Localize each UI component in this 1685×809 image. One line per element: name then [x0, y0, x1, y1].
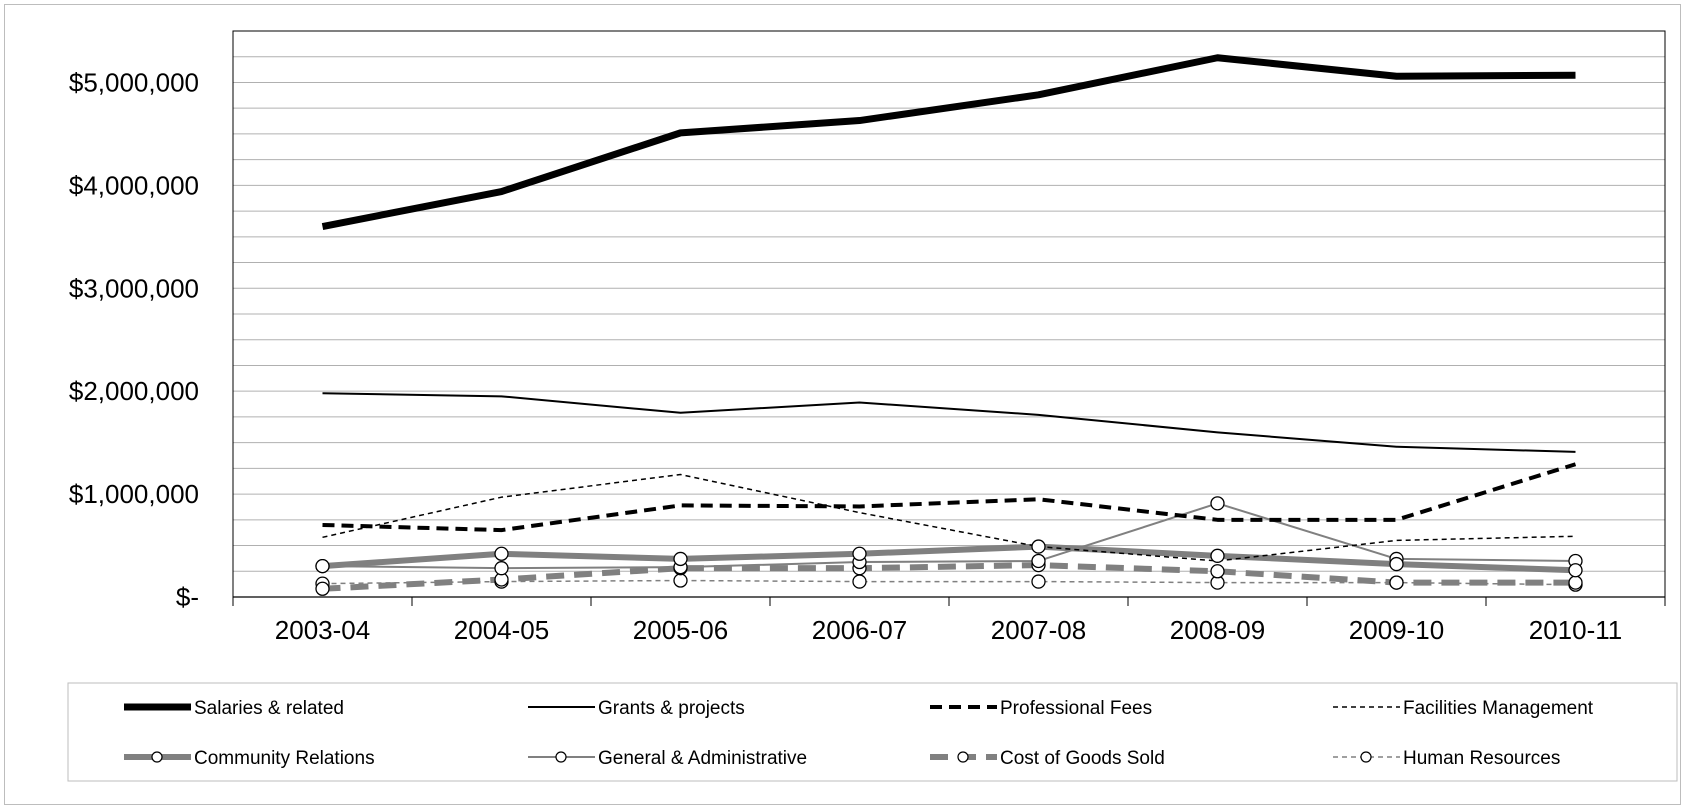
legend-marker [1360, 751, 1372, 763]
legend-label: Professional Fees [1000, 698, 1152, 719]
data-point-marker [1568, 575, 1583, 590]
legend-marker [957, 751, 969, 763]
legend-marker [555, 751, 567, 763]
data-point-marker [1568, 563, 1583, 578]
y-tick-label: $1,000,000 [69, 479, 199, 509]
series-line-2 [322, 462, 1577, 533]
series-lines [315, 54, 1583, 596]
data-point-marker [1031, 539, 1046, 554]
x-tick-label: 2008-09 [1170, 615, 1265, 645]
x-tick-label: 2007-08 [991, 615, 1086, 645]
data-point-marker [494, 546, 509, 561]
data-point-marker [494, 561, 509, 576]
data-point-marker [1210, 564, 1225, 579]
x-tick-label: 2009-10 [1349, 615, 1444, 645]
legend-label: General & Administrative [598, 748, 807, 769]
series-line-6 [322, 562, 1576, 592]
y-tick-label: $4,000,000 [69, 170, 199, 200]
legend-label: Facilities Management [1403, 698, 1594, 719]
legend: Salaries & related Grants & projects Profe… [67, 682, 1678, 782]
data-point-marker [1389, 575, 1404, 590]
data-point-marker [1031, 574, 1046, 589]
legend-label: Cost of Goods Sold [1000, 748, 1165, 769]
x-tick-label: 2010-11 [1529, 615, 1623, 645]
data-point-marker [1210, 496, 1225, 511]
series-line-5 [322, 502, 1576, 570]
series-line-1 [322, 392, 1576, 453]
legend-label: Human Resources [1403, 748, 1560, 769]
legend-label: Grants & projects [598, 698, 745, 719]
y-tick-label: $5,000,000 [69, 67, 199, 97]
legend-marker [151, 751, 163, 763]
x-tick-label: 2005-06 [633, 615, 728, 645]
y-tick-label: $- [176, 582, 199, 612]
x-tick-label: 2004-05 [454, 615, 549, 645]
data-point-marker [315, 581, 330, 596]
data-point-marker [852, 546, 867, 561]
series-line-0 [321, 54, 1576, 230]
x-tick-label: 2003-04 [275, 615, 370, 645]
data-point-marker [852, 574, 867, 589]
legend-box [67, 682, 1678, 782]
y-tick-label: $3,000,000 [69, 273, 199, 303]
data-point-marker [673, 573, 688, 588]
legend-label: Salaries & related [194, 698, 344, 719]
data-point-marker [673, 551, 688, 567]
legend-label: Community Relations [194, 748, 375, 769]
data-point-marker [1389, 556, 1404, 572]
x-tick-label: 2006-07 [812, 615, 907, 645]
data-point-marker [1031, 553, 1046, 569]
data-point-marker [1210, 548, 1225, 563]
series-line-4 [322, 543, 1576, 574]
gridlines [233, 56, 1665, 572]
axes: 2003-04 2004-05 2005-06 2006-07 2007-08 2008-… [69, 67, 1666, 645]
y-tick-label: $2,000,000 [69, 376, 199, 406]
data-point-marker [315, 558, 330, 574]
chart-frame [4, 4, 1681, 805]
